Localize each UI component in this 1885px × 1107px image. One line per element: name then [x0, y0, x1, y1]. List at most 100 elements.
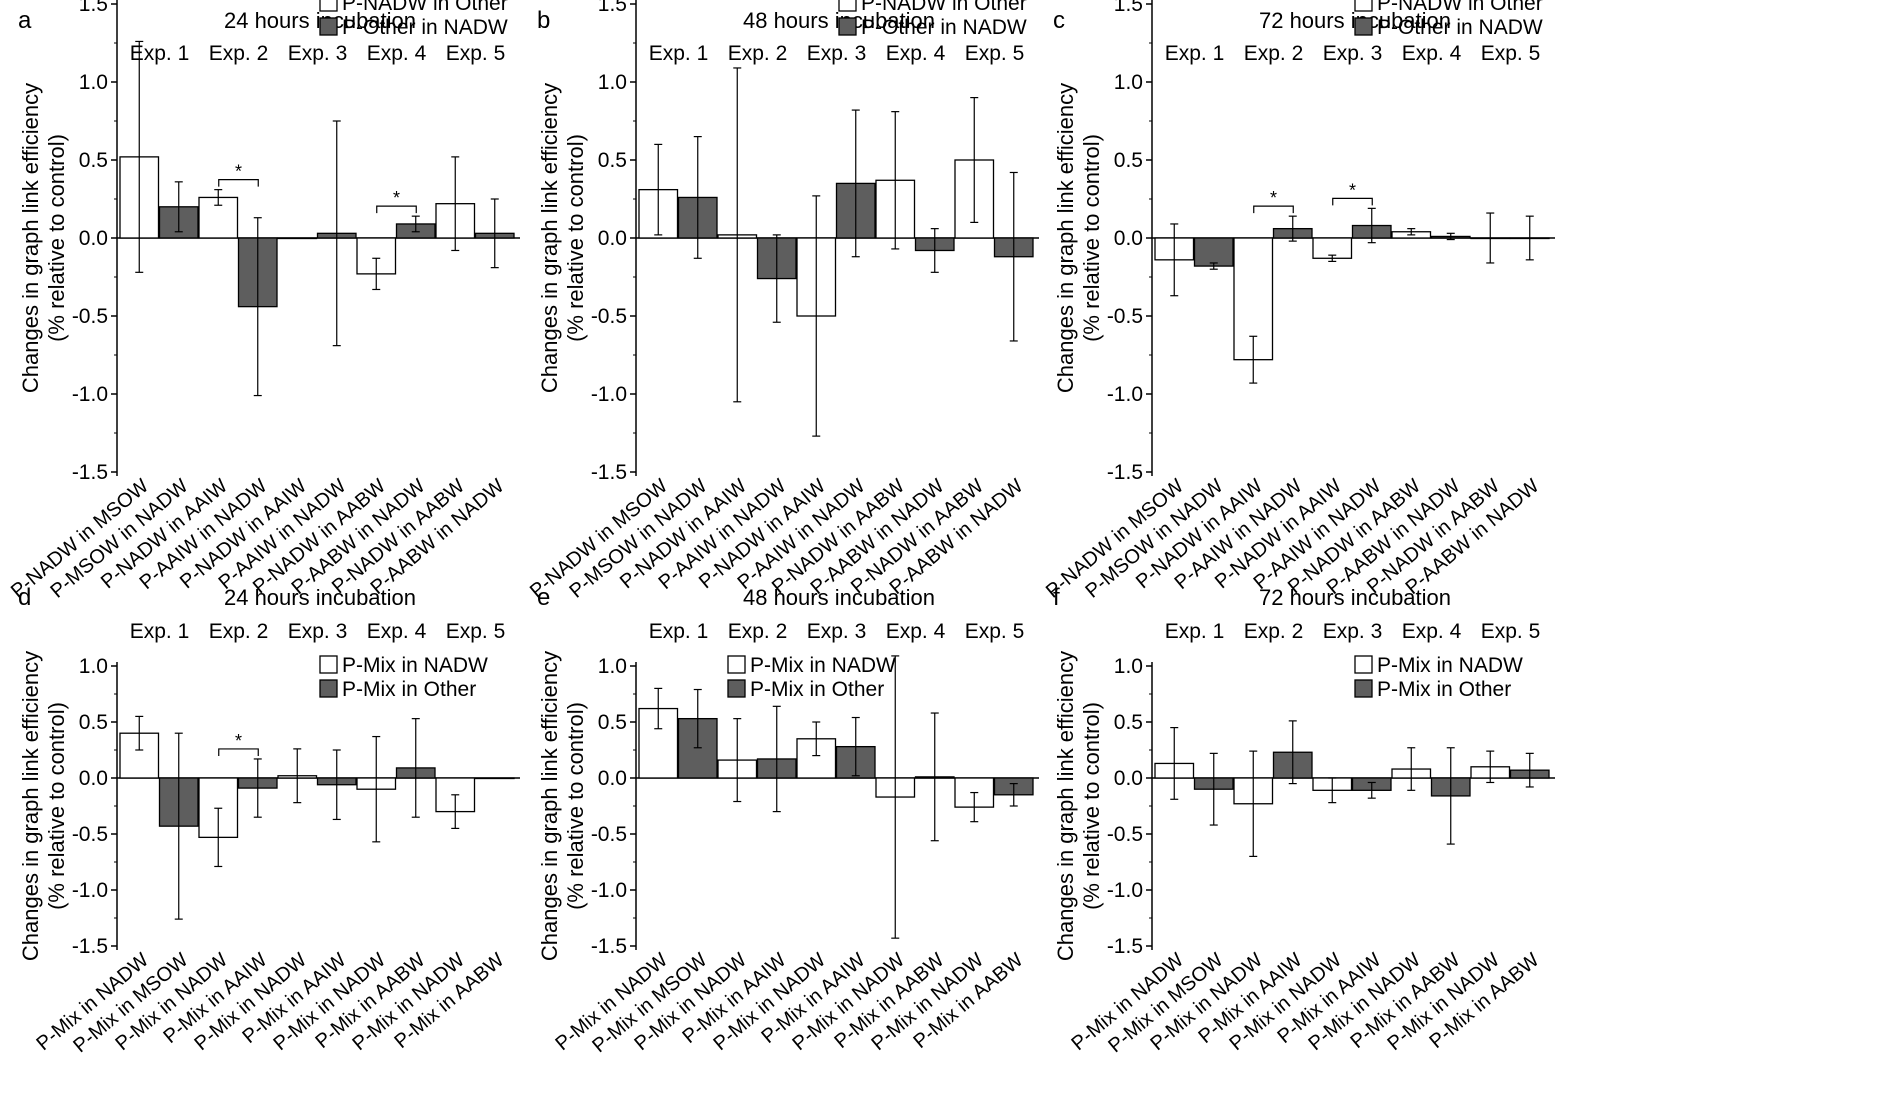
panel-letter: a [18, 7, 32, 34]
legend-swatch [1354, 655, 1373, 674]
y-tick-label: 0.0 [1114, 227, 1143, 250]
legend-label: P-Mix in Other [1377, 678, 1511, 701]
significance-bracket [218, 748, 259, 756]
legend-swatch [727, 655, 746, 674]
y-tick-label: -1.5 [591, 461, 627, 484]
y-tick-label: -1.0 [1107, 879, 1143, 902]
y-tick-label: 1.0 [79, 71, 108, 94]
panel-letter: c [1053, 7, 1065, 34]
panel-f: f 72 hours incubation Exp. 1 Exp. 2 Exp. 3 Ex… [1053, 584, 1555, 1057]
legend-swatch [319, 0, 338, 12]
significance-bracket [1253, 205, 1294, 214]
experiment-label: Exp. 2 [209, 42, 269, 65]
legend-swatch [319, 655, 338, 674]
experiment-label: Exp. 4 [886, 620, 946, 643]
experiment-label: Exp. 1 [130, 620, 190, 643]
experiment-label: Exp. 1 [130, 42, 190, 65]
legend-swatch [1354, 17, 1373, 36]
y-tick-label: 0.5 [1114, 149, 1143, 172]
y-axis-label: Changes in graph link efficiency (% relat… [1053, 651, 1104, 961]
y-tick-label: -1.5 [72, 935, 108, 958]
y-tick-label: -1.5 [591, 935, 627, 958]
experiment-label: Exp. 1 [1165, 42, 1225, 65]
experiment-label: Exp. 5 [1481, 620, 1541, 643]
y-tick-label: -0.5 [1107, 823, 1143, 846]
y-tick-label: 1.5 [79, 0, 108, 16]
experiment-label: Exp. 5 [1481, 42, 1541, 65]
y-tick-label: -1.0 [72, 383, 108, 406]
legend-label: P-Mix in NADW [342, 654, 488, 677]
y-tick-label: -1.0 [72, 879, 108, 902]
y-tick-label: 1.0 [1114, 71, 1143, 94]
y-tick-label: 1.0 [1114, 655, 1143, 678]
experiment-label: Exp. 3 [807, 42, 867, 65]
bar [1193, 237, 1234, 267]
y-tick-label: 0.5 [598, 711, 627, 734]
y-axis-title: Changes in graph link efficiency [537, 83, 562, 393]
experiment-label: Exp. 1 [649, 42, 709, 65]
experiment-label: Exp. 3 [288, 620, 348, 643]
legend-swatch [727, 679, 746, 698]
legend-swatch [319, 679, 338, 698]
panel-title: 72 hours incubation [1259, 585, 1451, 610]
significance-bracket [218, 179, 259, 187]
y-axis-label: Changes in graph link efficiency (% relat… [18, 651, 69, 961]
y-tick-label: 0.0 [79, 767, 108, 790]
legend-swatch [838, 0, 857, 12]
panel-title: 48 hours incubation [743, 585, 935, 610]
legend-label: P-NADW in Other [1377, 0, 1543, 15]
y-tick-label: 0.5 [1114, 711, 1143, 734]
legend-label: P-Other in NADW [342, 16, 508, 39]
legend-label: P-Mix in NADW [1377, 654, 1523, 677]
y-axis-subtitle: (% relative to control) [44, 702, 69, 910]
experiment-label: Exp. 2 [728, 620, 788, 643]
y-tick-label: -0.5 [72, 823, 108, 846]
y-tick-label: 0.5 [79, 149, 108, 172]
significance-star: * [1349, 180, 1356, 200]
y-tick-label: 0.0 [1114, 767, 1143, 790]
experiment-label: Exp. 3 [807, 620, 867, 643]
y-axis-title: Changes in graph link efficiency [1053, 651, 1078, 961]
experiment-label: Exp. 1 [649, 620, 709, 643]
y-tick-label: 1.5 [598, 0, 627, 16]
panel-title: 24 hours incubation [224, 585, 416, 610]
y-tick-label: 1.5 [1114, 0, 1143, 16]
y-tick-label: -0.5 [591, 823, 627, 846]
y-axis-label: Changes in graph link efficiency (% relat… [537, 83, 588, 393]
y-axis-subtitle: (% relative to control) [563, 134, 588, 342]
panel-d: d 24 hours incubation Exp. 1 Exp. 2 Exp. 3 Ex… [18, 584, 520, 1057]
legend-label: P-NADW in Other [342, 0, 508, 15]
panel-letter: b [537, 7, 550, 34]
legend-swatch [1354, 0, 1373, 12]
y-axis-subtitle: (% relative to control) [1079, 702, 1104, 910]
legend-swatch [319, 17, 338, 36]
legend-swatch [838, 17, 857, 36]
y-tick-label: -1.0 [591, 383, 627, 406]
significance-star: * [235, 731, 242, 751]
experiment-label: Exp. 4 [1402, 620, 1462, 643]
bar [474, 777, 515, 780]
y-tick-label: -1.5 [72, 461, 108, 484]
experiment-label: Exp. 3 [1323, 42, 1383, 65]
experiment-label: Exp. 2 [209, 620, 269, 643]
y-axis-subtitle: (% relative to control) [1079, 134, 1104, 342]
significance-star: * [235, 162, 242, 182]
y-tick-label: 1.0 [79, 655, 108, 678]
y-tick-label: 0.0 [79, 227, 108, 250]
experiment-label: Exp. 5 [965, 42, 1025, 65]
y-axis-title: Changes in graph link efficiency [18, 651, 43, 961]
legend-label: P-Mix in NADW [750, 654, 896, 677]
experiment-label: Exp. 2 [728, 42, 788, 65]
y-axis-title: Changes in graph link efficiency [537, 651, 562, 961]
y-tick-label: 0.0 [598, 227, 627, 250]
experiment-label: Exp. 1 [1165, 620, 1225, 643]
y-axis-subtitle: (% relative to control) [563, 702, 588, 910]
panel-e: e 48 hours incubation Exp. 1 Exp. 2 Exp. 3 Ex… [537, 584, 1039, 1057]
y-tick-label: 1.0 [598, 655, 627, 678]
y-axis-title: Changes in graph link efficiency [1053, 83, 1078, 393]
y-axis-label: Changes in graph link efficiency (% relat… [18, 83, 69, 393]
